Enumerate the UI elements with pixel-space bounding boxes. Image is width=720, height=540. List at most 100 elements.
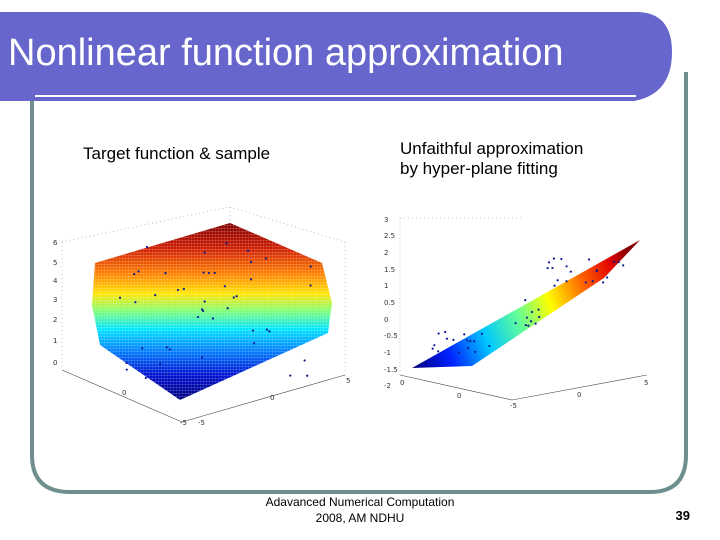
sample-point <box>565 265 568 268</box>
sample-point <box>606 276 609 279</box>
sample-point <box>524 323 527 327</box>
z-tick-label: -2 <box>384 382 391 390</box>
z-tick-label: 4 <box>53 277 58 285</box>
footer-text: Adavanced Numerical Computation 2008, AM… <box>230 494 490 526</box>
right-y-ticks: 0 -5 0 <box>400 379 517 410</box>
z-tick-label: 6 <box>53 239 58 247</box>
sample-point <box>556 279 559 282</box>
sample-point <box>551 266 554 270</box>
sample-point <box>164 272 167 275</box>
y-tick-label: 0 <box>400 379 404 387</box>
sample-point <box>617 260 620 264</box>
sample-point <box>524 299 527 302</box>
sample-point <box>534 322 537 325</box>
sample-points <box>118 242 312 380</box>
sample-point <box>252 342 256 345</box>
x-tick-label: 5 <box>644 379 648 387</box>
z-tick-label: 2.5 <box>384 232 395 240</box>
z-tick-label: 0 <box>53 359 57 367</box>
sample-point <box>303 359 306 362</box>
content-frame <box>30 72 688 494</box>
sample-point <box>289 374 292 377</box>
sample-point <box>165 346 168 349</box>
sample-point <box>201 356 204 359</box>
x-tick-label: 0 <box>270 394 274 402</box>
z-tick-label: 0 <box>384 316 388 324</box>
sample-point <box>246 249 250 252</box>
sample-point <box>118 296 122 299</box>
sample-point <box>125 361 128 365</box>
sample-point <box>211 317 215 320</box>
sample-point <box>553 284 556 287</box>
sample-point <box>474 350 477 354</box>
sample-point <box>488 344 491 348</box>
sample-point <box>538 315 541 319</box>
sample-point <box>529 320 533 323</box>
z-tick-label: 2 <box>53 316 57 324</box>
sample-point <box>514 322 517 325</box>
z-tick-label: 3 <box>384 216 388 224</box>
sample-point <box>249 278 253 281</box>
sample-point <box>622 264 625 267</box>
z-tick-label: -1.5 <box>384 366 398 374</box>
left-plot-caption: Target function & sample <box>83 144 271 163</box>
sample-point <box>431 347 434 350</box>
sample-point <box>196 315 200 319</box>
sample-point <box>547 261 551 264</box>
sample-point <box>445 337 449 340</box>
sample-point <box>223 285 226 288</box>
z-tick-label: 3 <box>53 296 57 304</box>
sample-point <box>444 330 447 334</box>
sample-point <box>159 362 162 365</box>
sample-point <box>133 273 136 276</box>
sample-point <box>268 330 271 333</box>
z-tick-label: 1.5 <box>384 266 395 274</box>
sample-point <box>232 296 235 299</box>
z-tick-label: 1 <box>53 337 57 345</box>
sample-point <box>546 266 549 270</box>
right-plot-caption: Unfaithful approximation by hyper-plane … <box>400 139 583 179</box>
sample-point <box>164 372 168 376</box>
right-caption-line-2: by hyper-plane fitting <box>400 159 558 178</box>
target-surface-mesh <box>92 223 332 400</box>
sample-point <box>250 261 253 264</box>
y-tick-label: -5 <box>510 402 517 410</box>
sample-point <box>537 308 540 311</box>
fitted-hyperplane <box>412 240 640 368</box>
left-axes-box <box>61 206 346 375</box>
sample-point <box>584 281 587 284</box>
left-axis-lines <box>61 369 346 423</box>
footer-line-2: 2008, AM NDHU <box>315 511 405 525</box>
sample-point <box>264 257 268 260</box>
sample-point <box>530 310 533 314</box>
sample-point <box>591 280 594 283</box>
sample-point <box>565 280 568 283</box>
sample-point <box>213 271 216 275</box>
sample-point <box>176 288 180 292</box>
sample-point <box>144 376 147 380</box>
sample-point <box>473 340 476 343</box>
sample-point <box>595 270 599 273</box>
right-axes-box <box>399 217 522 375</box>
sample-point <box>309 265 312 268</box>
sample-point <box>145 245 149 249</box>
sample-point <box>125 368 128 371</box>
z-tick-label: -0.5 <box>384 332 398 340</box>
sample-point <box>452 338 455 342</box>
right-x-ticks: 05 <box>577 379 648 399</box>
sample-point <box>182 287 185 291</box>
sample-point <box>525 316 529 319</box>
fit-sample-points <box>431 257 625 354</box>
sample-point <box>265 328 269 331</box>
sample-point <box>463 333 466 336</box>
x-tick-label: 5 <box>346 377 350 385</box>
right-z-ticks: 3 2.5 2 1.5 1 0.5 0 -0.5 -1 -1.5 -2 <box>384 216 398 390</box>
y-tick-label: 0 <box>122 389 126 397</box>
sample-point <box>527 324 530 327</box>
sample-point <box>309 284 312 287</box>
sample-point <box>141 347 144 350</box>
z-tick-label: 0.5 <box>384 299 395 307</box>
sample-point <box>433 344 436 347</box>
